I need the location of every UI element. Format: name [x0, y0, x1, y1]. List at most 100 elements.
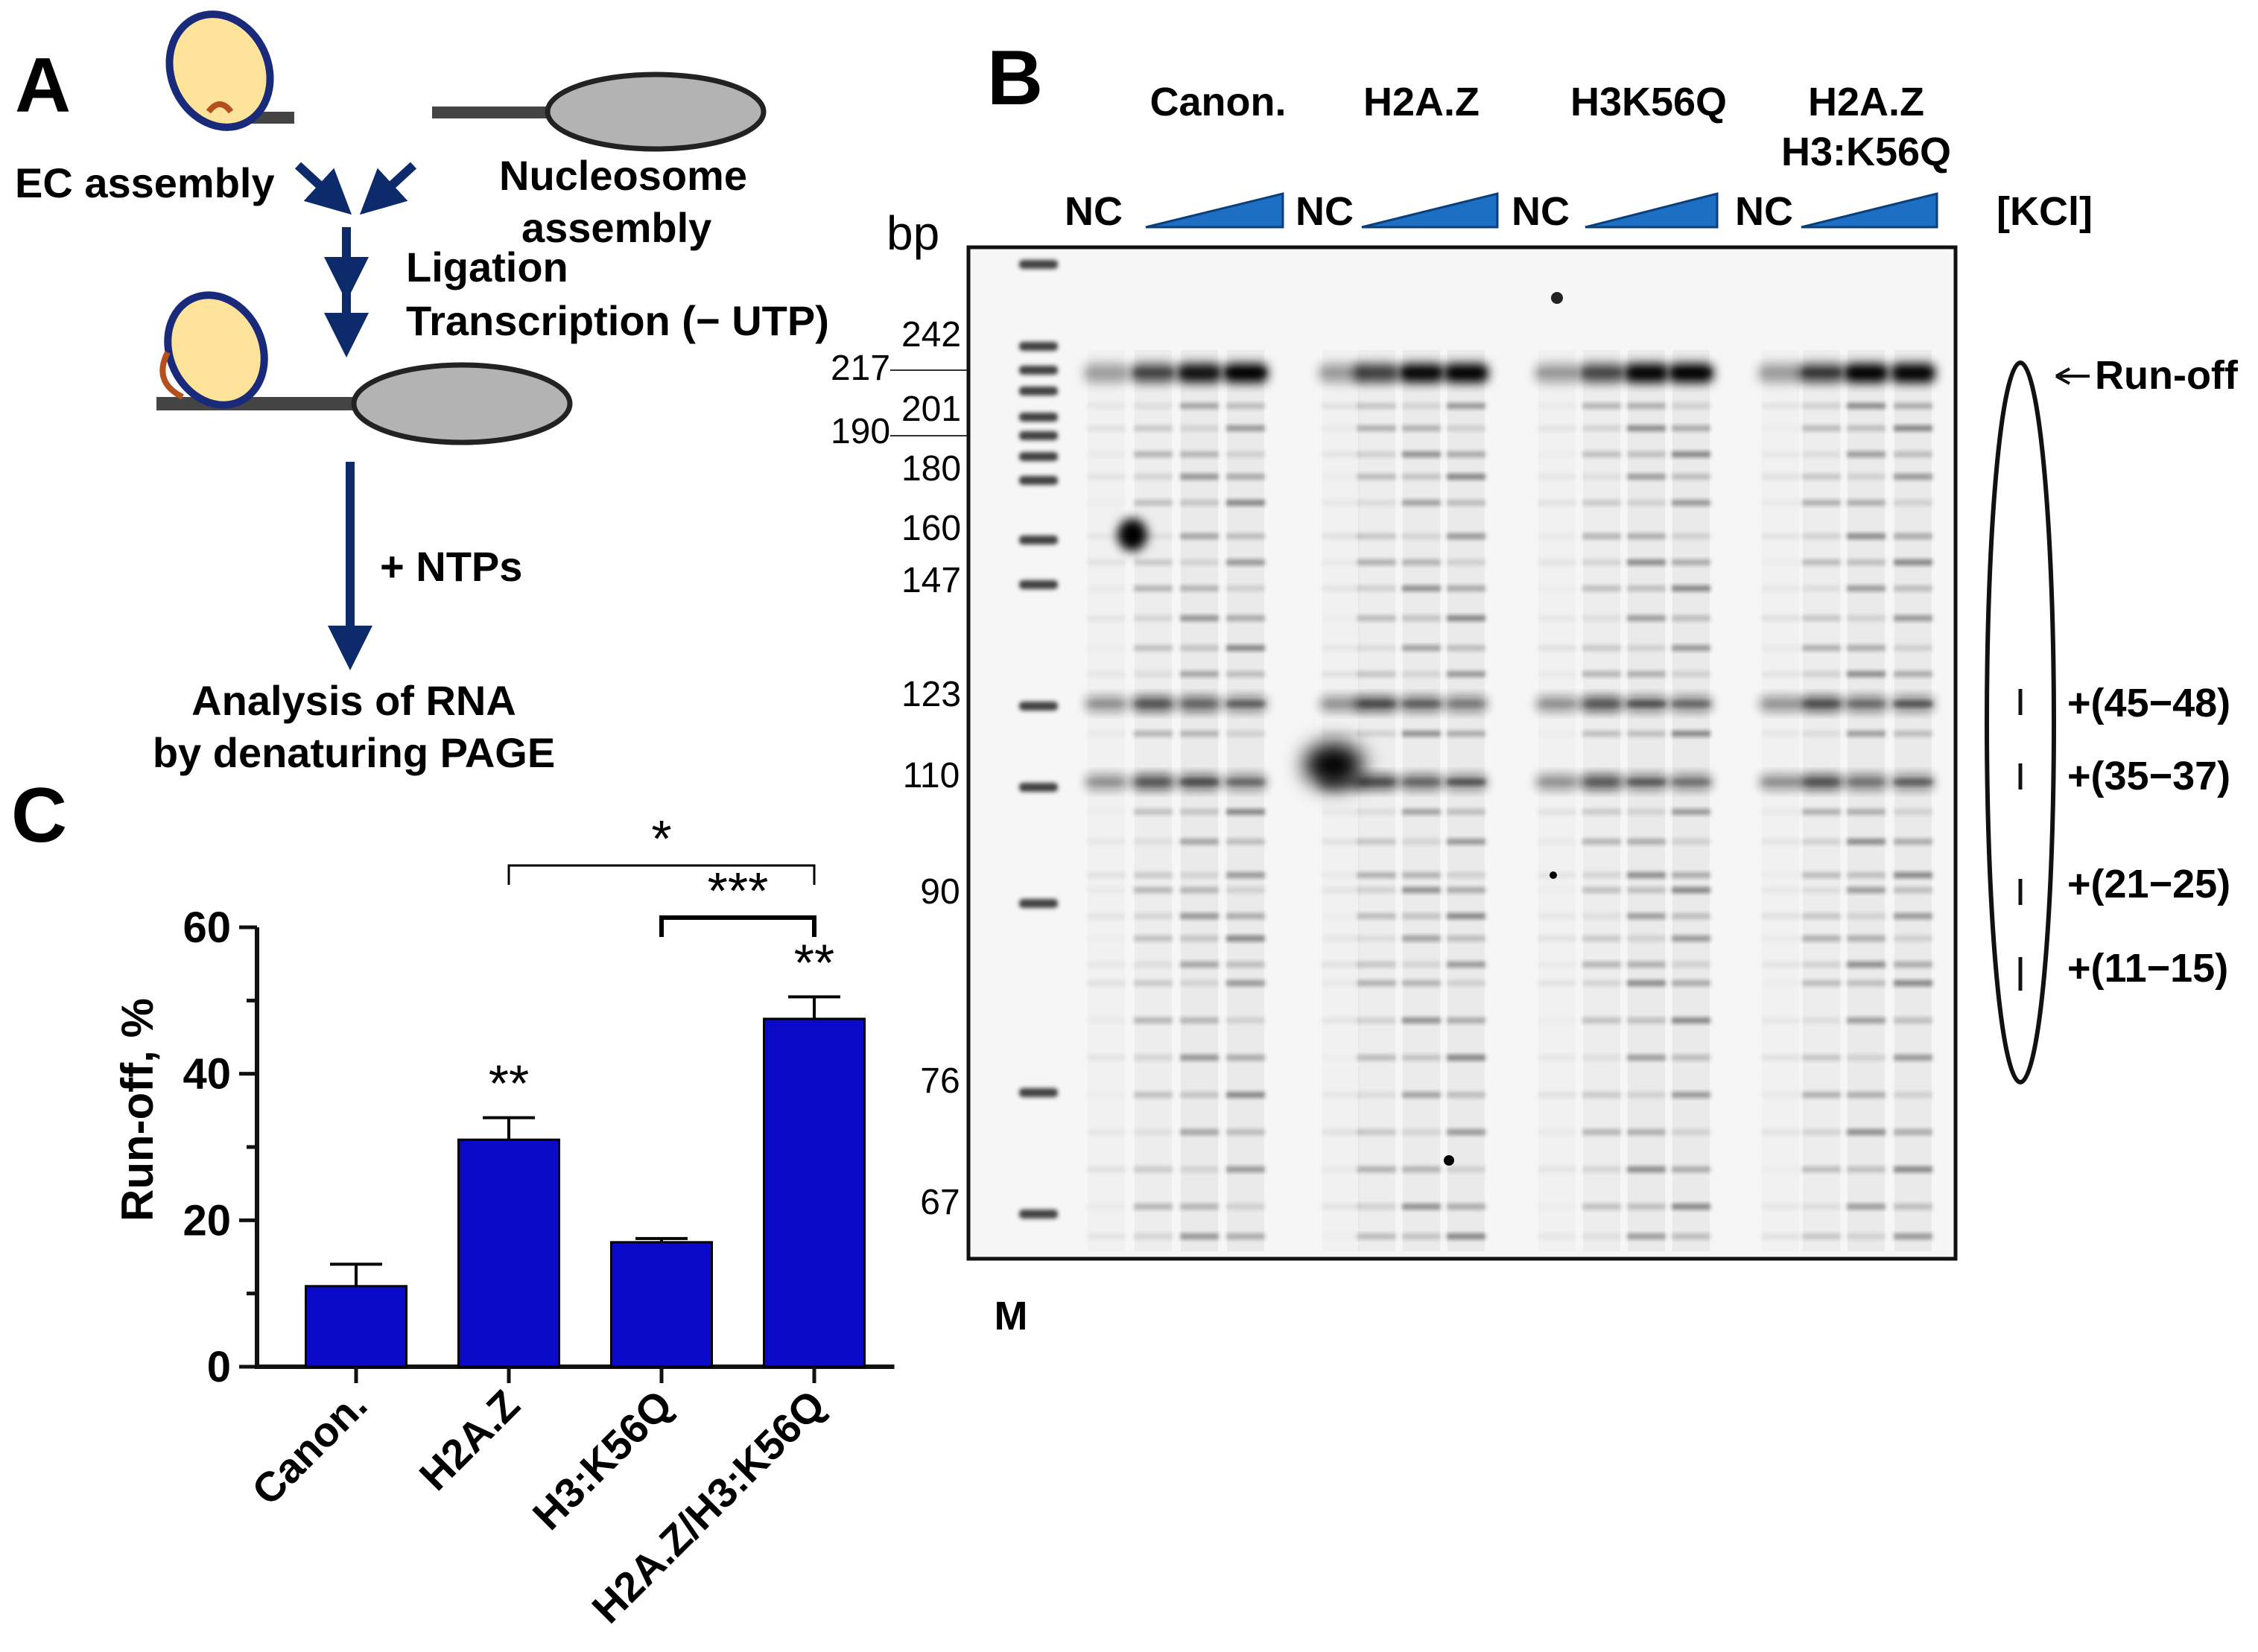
gel-band [1447, 671, 1485, 677]
gel-band [1538, 839, 1576, 845]
gel-band [1672, 935, 1710, 941]
gel-band [1538, 1233, 1576, 1239]
gel-band [1627, 559, 1666, 565]
gel-band [1582, 1055, 1621, 1061]
runoff-band [1399, 363, 1444, 383]
gel-band [1226, 839, 1265, 845]
gel-band [1226, 403, 1265, 409]
gel-band [1402, 1166, 1441, 1172]
gel-band [1582, 585, 1621, 591]
gel-band [1847, 403, 1886, 409]
gel-band [1582, 451, 1621, 457]
gel-band [1761, 913, 1800, 919]
gel-band [1402, 474, 1441, 480]
gel-band [1357, 559, 1396, 565]
ligated-template-icon [156, 291, 573, 445]
gel-band [1894, 962, 1932, 968]
gel-band [1134, 645, 1173, 651]
gel-band [1180, 451, 1219, 457]
gel-band [1672, 980, 1710, 986]
runoff-band [1624, 363, 1669, 383]
gel-lane [1762, 350, 1799, 1251]
pause-band [1179, 696, 1220, 711]
gel-band [1357, 585, 1396, 591]
ligation-text: Ligation [406, 244, 568, 290]
gel-band [1627, 1017, 1666, 1023]
gel-band [1582, 1129, 1621, 1135]
gel-band [1538, 559, 1576, 565]
gel-band [1847, 913, 1886, 919]
gel-band [1538, 533, 1576, 539]
pause-band [1845, 696, 1887, 711]
gel-band [1087, 1129, 1126, 1135]
gel-band [1322, 500, 1360, 506]
gel-band [1180, 1017, 1219, 1023]
gel-band [1847, 1233, 1886, 1239]
gel-band [1802, 1017, 1841, 1023]
x-tick-label: Canon. [243, 1381, 376, 1514]
gel-band [1180, 585, 1219, 591]
runoff-band [1799, 363, 1844, 383]
gel-band [1582, 403, 1621, 409]
gel-band [1761, 1166, 1800, 1172]
gel-band [1447, 839, 1485, 845]
gel-band [1627, 913, 1666, 919]
gel-band [1322, 474, 1360, 480]
gel-band [1357, 872, 1396, 878]
gel-band [1847, 731, 1886, 737]
gel-band [1761, 1129, 1800, 1135]
gel-band [1538, 1055, 1576, 1061]
runoff-band [1354, 363, 1399, 383]
gel-band [1357, 474, 1396, 480]
gel-band [1847, 645, 1886, 651]
gel-band [1802, 1166, 1841, 1172]
gel-band [1761, 887, 1800, 893]
gel-band [1322, 1166, 1360, 1172]
gel-band [1087, 425, 1126, 431]
gel-band [1847, 1055, 1886, 1061]
gel-band [1627, 425, 1666, 431]
gel-band [1226, 1092, 1265, 1098]
gel-band [1226, 872, 1265, 878]
gel-band [1226, 1204, 1265, 1210]
panel-b: B Canon. H2A.Z H3K56Q H2A.Z H3:K56Q NC N… [831, 35, 2239, 1338]
gel-band [1894, 913, 1932, 919]
gel-band [1672, 913, 1710, 919]
size-label-123: 123 [901, 675, 961, 714]
gel-band [1761, 839, 1800, 845]
gel-band [1582, 935, 1621, 941]
gel-band [1582, 1092, 1621, 1098]
gel-band [1847, 962, 1886, 968]
gel-band [1802, 645, 1841, 651]
gel-band [1672, 585, 1710, 591]
bar [457, 1138, 560, 1368]
gel-band [1627, 887, 1666, 893]
gel-band [1447, 913, 1485, 919]
gel-band [1447, 980, 1485, 986]
gel-lane [1181, 350, 1218, 1251]
gel-band [1402, 935, 1441, 941]
gel-band [1538, 731, 1576, 737]
gel-band [1627, 839, 1666, 845]
gel-band [1357, 403, 1396, 409]
gel-band [1402, 1129, 1441, 1135]
gel-band [1226, 451, 1265, 457]
runoff-band [1579, 363, 1624, 383]
gel-band [1627, 1166, 1666, 1172]
significance-bracket [659, 915, 816, 937]
gel-lane [1403, 350, 1440, 1251]
gel-band [1226, 474, 1265, 480]
gel-band [1894, 451, 1932, 457]
gel-band [1226, 980, 1265, 986]
gel-band [1402, 1204, 1441, 1210]
gel-band [1582, 425, 1621, 431]
gel-band [1847, 935, 1886, 941]
gel-band [1134, 1204, 1173, 1210]
gel-band [1180, 1129, 1219, 1135]
gel-band [1087, 474, 1126, 480]
gel-band [1180, 935, 1219, 941]
gel-band [1447, 559, 1485, 565]
gel-band [1802, 533, 1841, 539]
gel-band [1894, 1017, 1932, 1023]
